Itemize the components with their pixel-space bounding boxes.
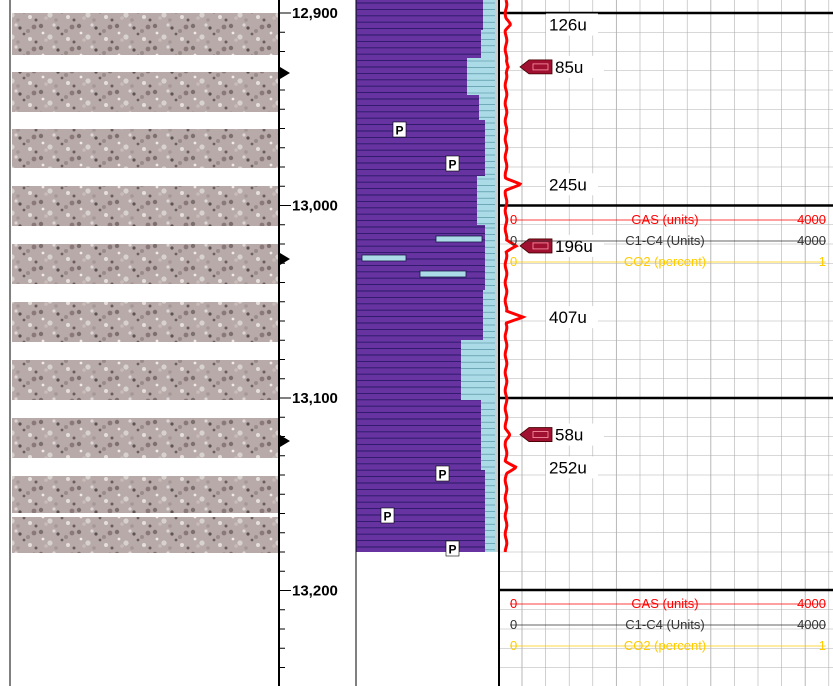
cuttings-photo — [12, 418, 279, 458]
legend-max: 1 — [819, 638, 826, 653]
legend-min: 0 — [510, 596, 517, 611]
porosity-label: P — [449, 158, 457, 172]
legend-max: 4000 — [797, 233, 826, 248]
limestone-stringer — [483, 290, 495, 340]
porosity-label: P — [384, 510, 392, 524]
gas-reading-label: 126u — [549, 16, 587, 35]
reading-label-bg — [546, 456, 598, 479]
porosity-marker — [445, 155, 460, 172]
sample-marker-icon — [280, 253, 290, 265]
reading-label-bg — [546, 13, 598, 36]
limestone-lens — [361, 254, 407, 262]
reading-label-bg — [546, 173, 598, 196]
legend-name: C1-C4 (Units) — [625, 233, 704, 248]
cuttings-photo — [12, 129, 279, 168]
sample-marker-icon — [280, 67, 290, 79]
porosity-marker — [392, 121, 407, 138]
cuttings-photo — [12, 517, 279, 553]
cuttings-photo — [12, 476, 279, 513]
cuttings-photo — [12, 72, 279, 112]
limestone-stringer — [467, 58, 495, 95]
limestone-stringer — [483, 0, 495, 30]
show-marker-detail — [532, 63, 549, 71]
legend-min: 0 — [510, 638, 517, 653]
reading-label-bg — [546, 306, 598, 329]
gas-reading-label: 196u — [555, 237, 593, 256]
limestone-stringer — [479, 95, 495, 120]
limestone-stringer — [485, 225, 495, 290]
legend-name: GAS (units) — [631, 212, 698, 227]
porosity-marker — [435, 465, 450, 482]
legend-min: 0 — [510, 254, 517, 269]
cuttings-photo — [12, 244, 279, 284]
gas-reading-label: 85u — [555, 58, 583, 77]
legend-max: 4000 — [797, 617, 826, 632]
legend-max: 4000 — [797, 596, 826, 611]
lithology-column: P P P P P — [355, 0, 499, 686]
cuttings-photo-column — [12, 13, 290, 553]
limestone-stringer — [477, 176, 495, 225]
cuttings-photo — [12, 13, 279, 55]
cuttings-photo — [12, 186, 279, 226]
gas-reading-label: 245u — [549, 175, 587, 194]
show-marker-icon — [519, 59, 553, 75]
legend-max: 1 — [819, 254, 826, 269]
limestone-lens — [419, 270, 467, 278]
show-marker-icon — [519, 238, 553, 254]
limestone-stringer — [461, 340, 495, 400]
limestone-lens — [435, 235, 483, 243]
legend-max: 4000 — [797, 212, 826, 227]
depth-track: 12,900 13,000 13,100 13,200 — [9, 0, 338, 686]
gas-reading-label: 58u — [555, 426, 583, 445]
legend-name: GAS (units) — [631, 596, 698, 611]
legend-name: CO2 (percent) — [624, 254, 706, 269]
porosity-label: P — [449, 543, 457, 557]
limestone-stringer — [485, 470, 495, 552]
gas-reading-label: 252u — [549, 458, 587, 477]
gas-legends: 0 GAS (units) 4000 0 C1-C4 (Units) 4000 0 CO2 (… — [510, 212, 826, 653]
legend-min: 0 — [510, 233, 517, 248]
limestone-stringer — [481, 30, 495, 58]
show-marker-detail — [532, 242, 549, 250]
limestone-stringer — [485, 120, 495, 176]
depth-label: 13,200 — [292, 583, 338, 600]
depth-label: 13,000 — [292, 198, 338, 215]
porosity-label: P — [396, 124, 404, 138]
reading-label-bg — [552, 55, 604, 78]
reading-label-bg — [552, 234, 604, 257]
legend-min: 0 — [510, 617, 517, 632]
show-marker-detail — [532, 431, 549, 438]
lithology-edge — [495, 0, 499, 552]
show-marker-icon — [519, 427, 553, 442]
legend-name: C1-C4 (Units) — [625, 617, 704, 632]
legend-min: 0 — [510, 212, 517, 227]
porosity-marker — [445, 540, 460, 557]
cuttings-photo — [12, 302, 279, 342]
reading-label-bg — [552, 423, 604, 446]
gas-curve: 126u 85u 245u 196u 407u 58u 252u — [503, 0, 604, 553]
depth-label: 12,900 — [292, 5, 338, 22]
depth-label: 13,100 — [292, 390, 338, 407]
gas-reading-label: 407u — [549, 308, 587, 327]
gas-curve-line — [503, 0, 527, 553]
sample-marker-icon — [280, 435, 290, 447]
porosity-label: P — [439, 468, 447, 482]
porosity-marker — [380, 507, 395, 524]
legend-name: CO2 (percent) — [624, 638, 706, 653]
gas-chart-grid — [498, 0, 833, 686]
cuttings-photo — [12, 360, 279, 400]
